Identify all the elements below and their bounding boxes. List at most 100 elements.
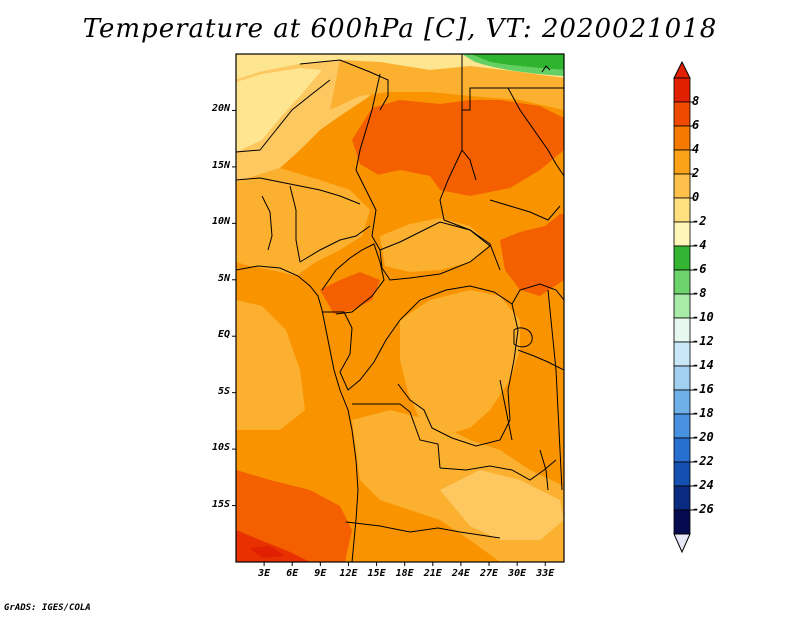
border-libya-egypt	[461, 54, 564, 111]
border-sudan-ethiopia	[489, 199, 561, 221]
colorbar-bottom-arrow	[673, 533, 691, 554]
lon-label: 21E	[423, 568, 442, 579]
colorbar-swatch	[673, 173, 691, 199]
field-sw-deep	[236, 530, 310, 562]
field-nw-yellow	[236, 68, 322, 152]
lat-label: 20N	[211, 103, 230, 115]
field-sw-red	[236, 470, 352, 562]
border-east-africa	[511, 283, 564, 305]
colorbar-label: -22	[692, 454, 714, 468]
border-zambia	[439, 459, 557, 481]
field-ethiopia-red	[500, 214, 564, 296]
border-chad-sudan	[439, 110, 501, 271]
field-congo-light	[400, 290, 520, 436]
colorbar-swatch	[673, 125, 691, 151]
colorbar-label: 4	[692, 142, 700, 156]
colorbar-swatch	[673, 197, 691, 223]
colorbar-label: 6	[692, 118, 700, 132]
colorbar-label: 8	[692, 94, 700, 108]
credit-text: GrADS: IGES/COLA	[4, 603, 91, 613]
field-cameroon-red	[320, 272, 380, 314]
border-drc-angola	[352, 403, 441, 469]
lon-label: 12E	[339, 568, 358, 579]
colorbar-swatch	[673, 437, 691, 463]
map-frame	[235, 53, 565, 563]
colorbar-swatch	[673, 149, 691, 175]
field-green-ne	[470, 54, 564, 70]
colorbar-label: -4	[692, 238, 707, 252]
lat-label: EQ	[217, 329, 230, 341]
border-sahel	[236, 177, 361, 205]
border-mali-niger	[236, 79, 331, 153]
colorbar-label: -20	[692, 430, 714, 444]
colorbar-label: -24	[692, 478, 714, 492]
field-green-edge	[462, 54, 564, 76]
colorbar	[673, 60, 694, 554]
colorbar-swatch	[673, 341, 691, 367]
lon-label: 18E	[395, 568, 414, 579]
border-lake-tanganyika	[499, 379, 513, 441]
colorbar-swatch	[673, 77, 691, 103]
colorbar-swatch	[673, 317, 691, 343]
border-car	[379, 221, 491, 281]
lat-label: 15N	[211, 159, 230, 171]
colorbar-swatch	[673, 245, 691, 271]
lon-label: 3E	[258, 568, 271, 579]
temperature-field	[236, 54, 564, 562]
colorbar-top-arrow	[673, 60, 691, 79]
colorbar-label: 2	[692, 166, 700, 180]
colorbar-swatch	[673, 221, 691, 247]
colorbar-swatch	[673, 413, 691, 439]
chart-title: Temperature at 600hPa [C], VT: 202002101…	[82, 14, 718, 44]
lon-label: 30E	[508, 568, 527, 579]
border-lake-malawi	[539, 449, 549, 491]
axis-ticks	[232, 109, 546, 566]
lon-label: 9E	[314, 568, 327, 579]
lat-ticks	[232, 109, 236, 507]
colorbar-swatch	[673, 269, 691, 295]
border-drc	[397, 285, 519, 447]
colorbar-label: -14	[692, 358, 714, 372]
border-madagascar-edge	[541, 65, 551, 73]
border-coast-east	[547, 289, 563, 491]
border-nigeria	[299, 225, 371, 263]
colorbar-swatch	[673, 509, 691, 535]
country-borders	[236, 54, 564, 562]
lat-label: 5S	[217, 385, 230, 397]
border-algeria-libya	[299, 59, 389, 111]
colorbar-label: 0	[692, 190, 700, 204]
border-gabon-congo	[322, 311, 401, 391]
lat-label: 15S	[211, 498, 230, 510]
border-nile	[461, 149, 477, 181]
lon-label: 27E	[479, 568, 499, 579]
colorbar-label: -8	[692, 286, 707, 300]
lon-label: 24E	[451, 568, 470, 579]
colorbar-swatch	[673, 461, 691, 487]
colorbar-label: -18	[692, 406, 714, 420]
border-coastline-west	[236, 265, 359, 562]
field-atlantic-light	[236, 300, 305, 430]
colorbar-label: -10	[692, 310, 714, 324]
border-red-sea	[507, 87, 564, 177]
lat-label: 5N	[217, 272, 230, 284]
field-north-light	[330, 60, 564, 110]
colorbar-label: -12	[692, 334, 714, 348]
border-west-small	[261, 185, 301, 263]
lon-label: 15E	[367, 568, 386, 579]
lat-label: 10N	[211, 216, 230, 228]
colorbar-swatch	[673, 101, 691, 127]
colorbar-swatch	[673, 485, 691, 511]
border-cameroon	[321, 243, 385, 315]
border-niger-chad	[355, 73, 381, 251]
lon-ticks	[263, 562, 546, 566]
lon-label: 6E	[286, 568, 299, 579]
field-car-light	[380, 218, 490, 272]
colorbar-swatch	[673, 365, 691, 391]
field-south-pale	[440, 470, 564, 540]
colorbar-label: -16	[692, 382, 714, 396]
colorbar-swatch	[673, 389, 691, 415]
colorbar-label: -6	[692, 262, 707, 276]
field-sw-deep2	[250, 546, 285, 558]
lat-label: 10S	[211, 442, 230, 454]
